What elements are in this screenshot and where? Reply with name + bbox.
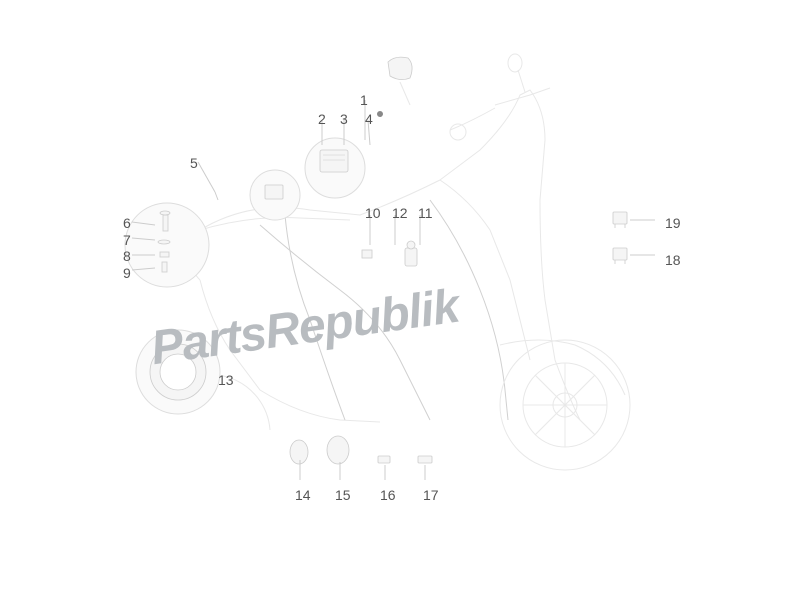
callout-6: 6: [123, 215, 131, 231]
callout-1: 1: [360, 92, 368, 108]
callout-12: 12: [392, 205, 408, 221]
callout-3: 3: [340, 111, 348, 127]
scooter-outline: [165, 54, 630, 470]
callout-15: 15: [335, 487, 351, 503]
callout-17: 17: [423, 487, 439, 503]
callout-10: 10: [365, 205, 381, 221]
callout-9: 9: [123, 265, 131, 281]
callout-5: 5: [190, 155, 198, 171]
callout-11: 11: [418, 205, 433, 221]
parts-group: [150, 57, 627, 464]
callout-7: 7: [123, 232, 131, 248]
indicator-dot: [377, 111, 383, 117]
callout-18: 18: [665, 252, 681, 268]
callout-13: 13: [218, 372, 234, 388]
callout-19: 19: [665, 215, 681, 231]
callout-2: 2: [318, 111, 326, 127]
callout-14: 14: [295, 487, 311, 503]
callout-16: 16: [380, 487, 396, 503]
leader-lines: [132, 100, 655, 480]
diagram-canvas: [0, 0, 800, 600]
callout-4: 4: [365, 111, 373, 127]
callout-8: 8: [123, 248, 131, 264]
